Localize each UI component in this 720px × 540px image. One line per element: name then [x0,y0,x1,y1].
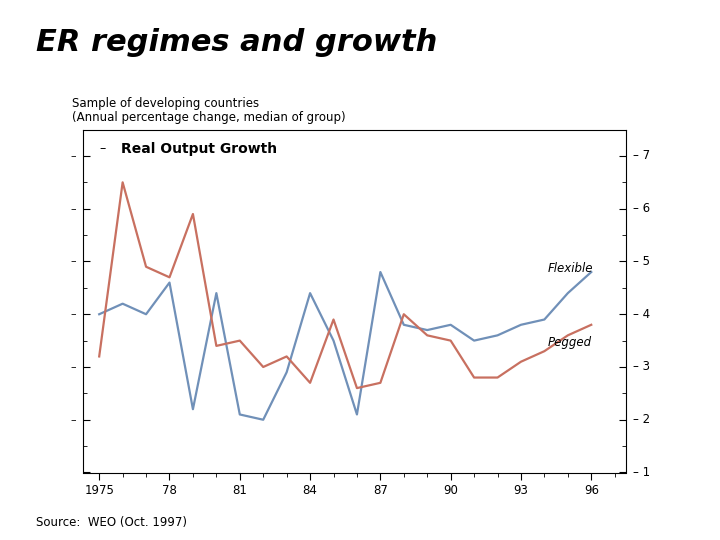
Text: Flexible: Flexible [548,262,593,275]
Text: –: – [71,256,76,266]
Text: (Annual percentage change, median of group): (Annual percentage change, median of gro… [72,111,346,124]
Text: – 4: – 4 [633,308,650,321]
Text: – 6: – 6 [633,202,650,215]
Text: ER regimes and growth: ER regimes and growth [36,28,437,57]
Text: –: – [71,415,76,425]
Text: Pegged: Pegged [548,336,592,349]
Text: – 5: – 5 [633,255,650,268]
Text: –: – [71,309,76,319]
Text: – 7: – 7 [633,150,650,163]
Text: –: – [71,362,76,372]
Text: –: – [71,151,76,161]
Text: – 1: – 1 [633,466,650,479]
Text: Sample of developing countries: Sample of developing countries [72,97,259,110]
Text: – 2: – 2 [633,413,650,426]
Text: Real Output Growth: Real Output Growth [121,141,277,156]
Text: – 3: – 3 [633,361,650,374]
Text: –: – [71,204,76,214]
Text: Source:  WEO (Oct. 1997): Source: WEO (Oct. 1997) [36,516,187,529]
Text: –: – [99,141,105,154]
